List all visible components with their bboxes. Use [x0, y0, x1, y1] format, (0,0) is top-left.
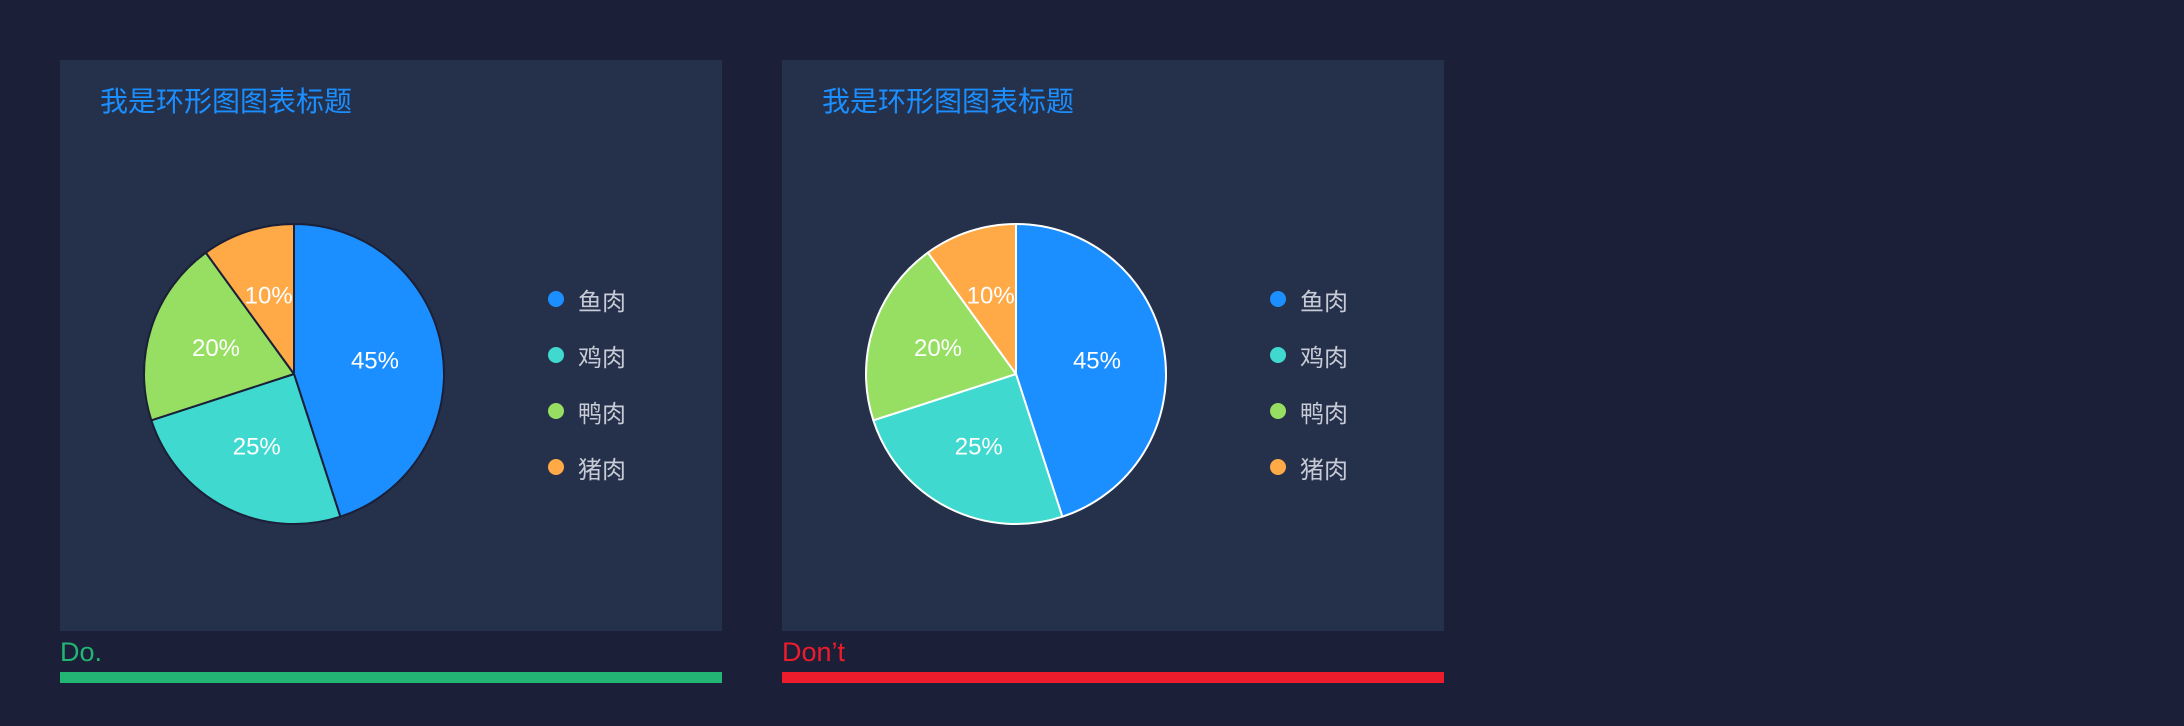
- legend-item-fish[interactable]: 鱼肉: [1270, 271, 1348, 327]
- chart-card-dont: 我是环形图图表标题 45% 25% 20% 10% 鱼肉 鸡肉 鸭肉 猪肉: [782, 60, 1444, 631]
- pie-chart: 45% 25% 20%10%: [865, 223, 1167, 525]
- chart-card-do: 我是环形图图表标题 45% 25% 20% 10% 鱼肉 鸡肉 鸭肉 猪肉: [60, 60, 722, 631]
- chart-title: 我是环形图图表标题: [822, 86, 1075, 117]
- verdict-label-dont: Don’t: [782, 637, 846, 667]
- data-label-fish: 45%: [1073, 348, 1121, 375]
- legend-label: 鱼肉: [578, 288, 626, 316]
- data-label-pork: 10%: [245, 283, 293, 310]
- legend-dot-pork: [1270, 459, 1286, 475]
- data-label-duck: 20%: [914, 335, 962, 362]
- legend-label: 鸡肉: [578, 344, 626, 372]
- verdict-label-do: Do.: [60, 637, 103, 667]
- legend-label: 鱼肉: [1300, 288, 1348, 316]
- pie-chart: 45% 25% 20%10%: [143, 223, 445, 525]
- verdict-bar-dont: [782, 672, 1444, 683]
- legend-dot-chicken: [548, 347, 564, 363]
- legend-label: 鸡肉: [1300, 344, 1348, 372]
- legend-item-chicken[interactable]: 鸡肉: [548, 327, 626, 383]
- pie-slice-duck[interactable]: [143, 251, 295, 422]
- pie-slice-pork[interactable]: [204, 223, 295, 375]
- legend-label: 猪肉: [1300, 456, 1348, 484]
- pie-slice-pork[interactable]: [926, 223, 1017, 375]
- legend-item-fish[interactable]: 鱼肉: [548, 271, 626, 327]
- legend-label: 猪肉: [578, 456, 626, 484]
- legend-dot-duck: [548, 403, 564, 419]
- verdict-bar-do: [60, 672, 722, 683]
- data-label-chicken: 25%: [955, 434, 1003, 461]
- pie-slice-fish[interactable]: [293, 223, 445, 518]
- pie-slice-fish[interactable]: [1015, 223, 1167, 518]
- legend-dot-fish: [1270, 291, 1286, 307]
- legend-label: 鸭肉: [1300, 400, 1348, 428]
- legend-item-pork[interactable]: 猪肉: [548, 439, 626, 495]
- pie-slice-duck[interactable]: [865, 251, 1017, 422]
- legend: 鱼肉 鸡肉 鸭肉 猪肉: [1270, 271, 1348, 495]
- legend-item-duck[interactable]: 鸭肉: [1270, 383, 1348, 439]
- legend-dot-pork: [548, 459, 564, 475]
- legend-item-pork[interactable]: 猪肉: [1270, 439, 1348, 495]
- data-label-pork: 10%: [967, 283, 1015, 310]
- legend-dot-chicken: [1270, 347, 1286, 363]
- legend-item-chicken[interactable]: 鸡肉: [1270, 327, 1348, 383]
- pie-slice-chicken[interactable]: [150, 373, 342, 525]
- legend-item-duck[interactable]: 鸭肉: [548, 383, 626, 439]
- legend-dot-fish: [548, 291, 564, 307]
- chart-title: 我是环形图图表标题: [100, 86, 353, 117]
- legend-label: 鸭肉: [578, 400, 626, 428]
- legend-dot-duck: [1270, 403, 1286, 419]
- pie-slice-chicken[interactable]: [872, 373, 1064, 525]
- legend: 鱼肉 鸡肉 鸭肉 猪肉: [548, 271, 626, 495]
- data-label-fish: 45%: [351, 348, 399, 375]
- data-label-duck: 20%: [192, 335, 240, 362]
- data-label-chicken: 25%: [233, 434, 281, 461]
